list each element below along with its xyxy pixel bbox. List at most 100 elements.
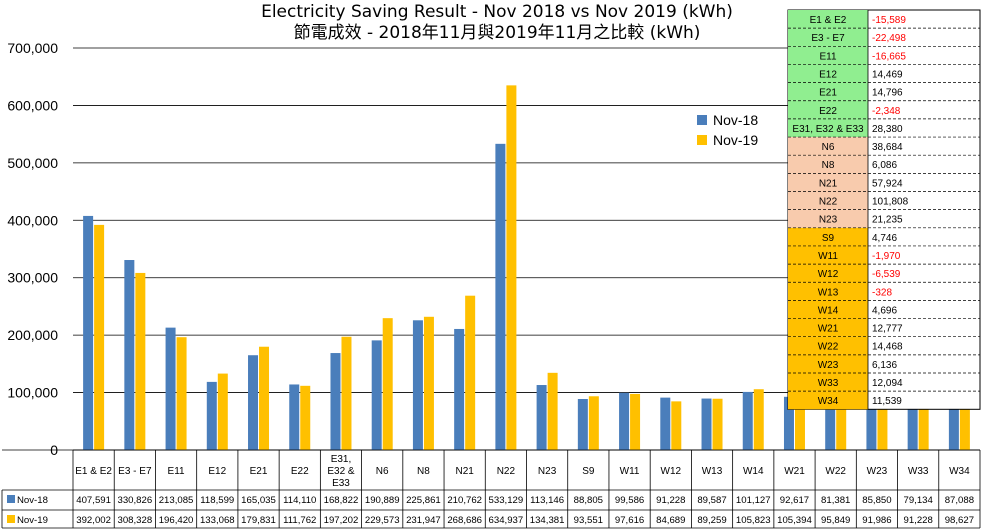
savings-label-cell (788, 245, 868, 265)
savings-label: E12 (819, 69, 837, 80)
data-table: E1 & E2 E3 - E7 E11 E12 E21 E22 E31, E32 & E33 N6… (1, 449, 981, 529)
category-label: W33 (908, 466, 929, 477)
savings-value: 4,696 (872, 305, 897, 316)
savings-label-cell (788, 282, 868, 301)
savings-label-cell (788, 373, 868, 392)
bar-nov-19-1 (135, 272, 146, 450)
savings-label: N23 (819, 215, 838, 226)
savings-value: 38,684 (872, 142, 903, 153)
category-label: E12 (208, 466, 226, 477)
data-label: 190,889 (365, 495, 400, 506)
savings-label: W21 (818, 324, 839, 335)
table-legend-key (7, 515, 15, 523)
data-label: 533,129 (489, 495, 524, 506)
bar-nov-18-1 (124, 260, 135, 450)
bar-nov-19-9 (465, 295, 476, 450)
data-label: 330,826 (117, 495, 152, 506)
legend-swatch (697, 135, 707, 145)
savings-value: 14,469 (872, 69, 903, 80)
bar-nov-19-19 (877, 397, 888, 450)
legend: Nov-18 Nov-19 (697, 112, 758, 148)
data-label: 92,617 (780, 495, 809, 506)
bar-nov-18-2 (165, 327, 176, 450)
bar-nov-19-2 (176, 337, 187, 450)
y-tick-label: 300,000 (7, 270, 58, 286)
savings-label: E21 (819, 88, 837, 99)
data-label: 133,068 (200, 515, 235, 526)
data-label: 111,762 (283, 515, 316, 526)
savings-value: 12,777 (872, 324, 903, 335)
table-series-name: Nov-19 (17, 515, 48, 526)
data-label: 97,616 (615, 515, 644, 526)
bar-nov-19-7 (382, 318, 393, 450)
savings-label: E3 - E7 (811, 33, 845, 44)
bar-nov-19-3 (217, 373, 228, 450)
savings-value: -15,589 (872, 15, 906, 26)
savings-label: W34 (818, 396, 839, 407)
bar-nov-19-21 (959, 393, 970, 450)
savings-label-cell (788, 300, 868, 319)
data-label: 113,146 (530, 495, 564, 506)
savings-value: 6,086 (872, 160, 897, 171)
bar-nov-18-12 (577, 399, 588, 450)
bar-nov-19-5 (300, 385, 311, 450)
data-label: 87,088 (945, 495, 974, 506)
bar-nov-19-15 (712, 398, 723, 450)
bar-nov-18-8 (412, 320, 423, 450)
category-label: W12 (661, 466, 682, 477)
savings-value: -328 (872, 287, 892, 298)
savings-value: -1,970 (872, 251, 901, 262)
category-label: W21 (784, 466, 805, 477)
data-label: 114,110 (283, 495, 316, 506)
bar-nov-18-16 (742, 391, 753, 450)
y-tick-label: 400,000 (7, 212, 58, 228)
data-label: 196,420 (159, 515, 194, 526)
bar-nov-18-5 (289, 384, 300, 450)
category-label: E22 (291, 466, 309, 477)
savings-value: 57,924 (872, 178, 903, 189)
savings-value: 12,094 (872, 378, 903, 389)
data-label: 105,823 (736, 515, 771, 526)
legend-label: Nov-18 (713, 112, 758, 128)
category-label: N21 (455, 466, 474, 477)
savings-value: -6,539 (872, 269, 901, 280)
category-label: E11 (168, 466, 185, 477)
savings-label: N6 (822, 142, 835, 153)
legend-swatch (697, 115, 707, 125)
savings-label: E11 (819, 51, 836, 62)
bar-nov-18-11 (536, 385, 547, 450)
legend-label: Nov-19 (713, 132, 758, 148)
data-label: 95,849 (821, 515, 850, 526)
savings-label-cell (788, 391, 868, 410)
savings-label-cell (788, 46, 868, 65)
data-label: 91,228 (903, 515, 932, 526)
category-label: W14 (743, 466, 764, 477)
bar-nov-19-11 (547, 372, 558, 450)
bar-nov-19-18 (836, 394, 847, 450)
data-label: 93,551 (574, 515, 603, 526)
savings-value: -2,348 (872, 106, 901, 117)
category-label: W23 (867, 466, 888, 477)
data-label: 213,085 (159, 495, 194, 506)
savings-label-cell (788, 318, 868, 337)
savings-label: W11 (818, 251, 838, 262)
bar-nov-19-16 (753, 389, 764, 450)
bar-nov-18-0 (83, 215, 94, 450)
savings-label: W13 (818, 287, 839, 298)
y-tick-label: 600,000 (7, 97, 58, 113)
savings-value: 6,136 (872, 360, 897, 371)
savings-label: W23 (818, 360, 839, 371)
category-label: W13 (702, 466, 723, 477)
data-label: 225,861 (406, 495, 441, 506)
data-label: 99,586 (615, 495, 644, 506)
data-label: 165,035 (241, 495, 276, 506)
savings-label: W14 (818, 305, 839, 316)
savings-label: E22 (819, 106, 837, 117)
savings-label-cell (788, 137, 868, 156)
bar-nov-18-17 (783, 396, 794, 450)
data-label: 91,986 (862, 515, 891, 526)
chart-title: Electricity Saving Result - Nov 2018 vs … (261, 2, 733, 22)
savings-label: W22 (818, 342, 839, 353)
savings-table: E1 & E2 -15,589 E3 - E7 -22,498 E11 -16,665 E1… (787, 9, 981, 410)
